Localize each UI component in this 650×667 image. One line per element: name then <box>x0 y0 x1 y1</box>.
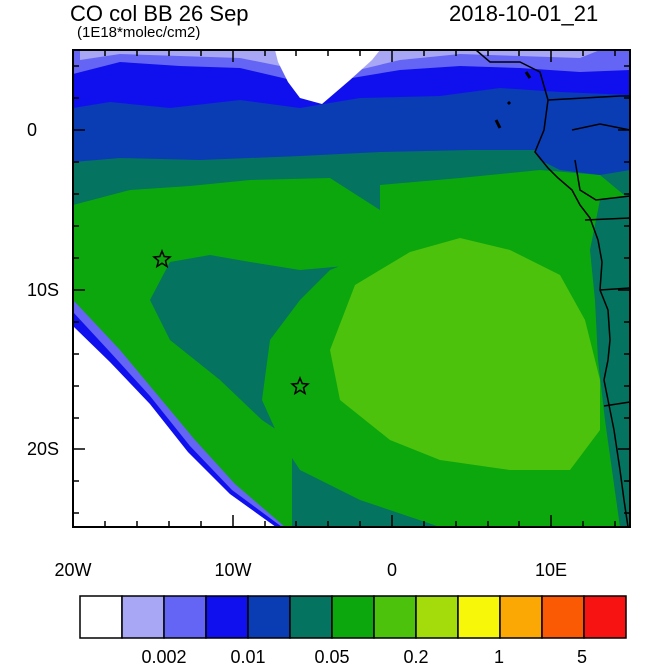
lat-ticks <box>73 65 630 514</box>
lat-label-20s: 20S <box>27 439 60 459</box>
lon-label-20w: 20W <box>54 560 92 580</box>
colorbar-box-3 <box>205 595 249 639</box>
lon-label-10w: 10W <box>214 560 252 580</box>
colorbar-label-5: 5 <box>576 647 588 667</box>
map-timestamp: 2018-10-01_21 <box>449 1 599 26</box>
colorbar-box-6 <box>331 595 375 639</box>
lat-label-10s: 10S <box>27 280 60 300</box>
lon-label-0: 0 <box>386 560 398 580</box>
star-marker-2 <box>290 375 310 396</box>
co-field <box>73 50 630 527</box>
colorbar-box-2 <box>163 595 207 639</box>
lon-label-10e: 10E <box>534 560 568 580</box>
map-frame <box>72 49 631 528</box>
colorbar-box-1 <box>121 595 165 639</box>
colorbar-label-0002: 0.002 <box>141 647 187 667</box>
colorbar <box>79 595 627 639</box>
colorbar-label-005: 0.05 <box>314 647 350 667</box>
colorbar-box-11 <box>541 595 585 639</box>
star-marker-1 <box>152 248 172 269</box>
lon-ticks <box>72 50 616 527</box>
colorbar-box-7 <box>373 595 417 639</box>
colorbar-box-4 <box>247 595 291 639</box>
colorbar-box-9 <box>457 595 501 639</box>
map-title: CO col BB 26 Sep <box>70 1 249 26</box>
colorbar-label-001: 0.01 <box>230 647 266 667</box>
coastline <box>475 50 630 527</box>
colorbar-label-02: 0.2 <box>403 647 429 667</box>
colorbar-box-10 <box>499 595 543 639</box>
colorbar-box-8 <box>415 595 459 639</box>
lat-label-0: 0 <box>27 120 38 140</box>
colorbar-label-1: 1 <box>493 647 505 667</box>
map-units: (1E18*molec/cm2) <box>77 24 201 41</box>
colorbar-box-0 <box>79 595 123 639</box>
colorbar-box-12 <box>583 595 627 639</box>
colorbar-box-5 <box>289 595 333 639</box>
